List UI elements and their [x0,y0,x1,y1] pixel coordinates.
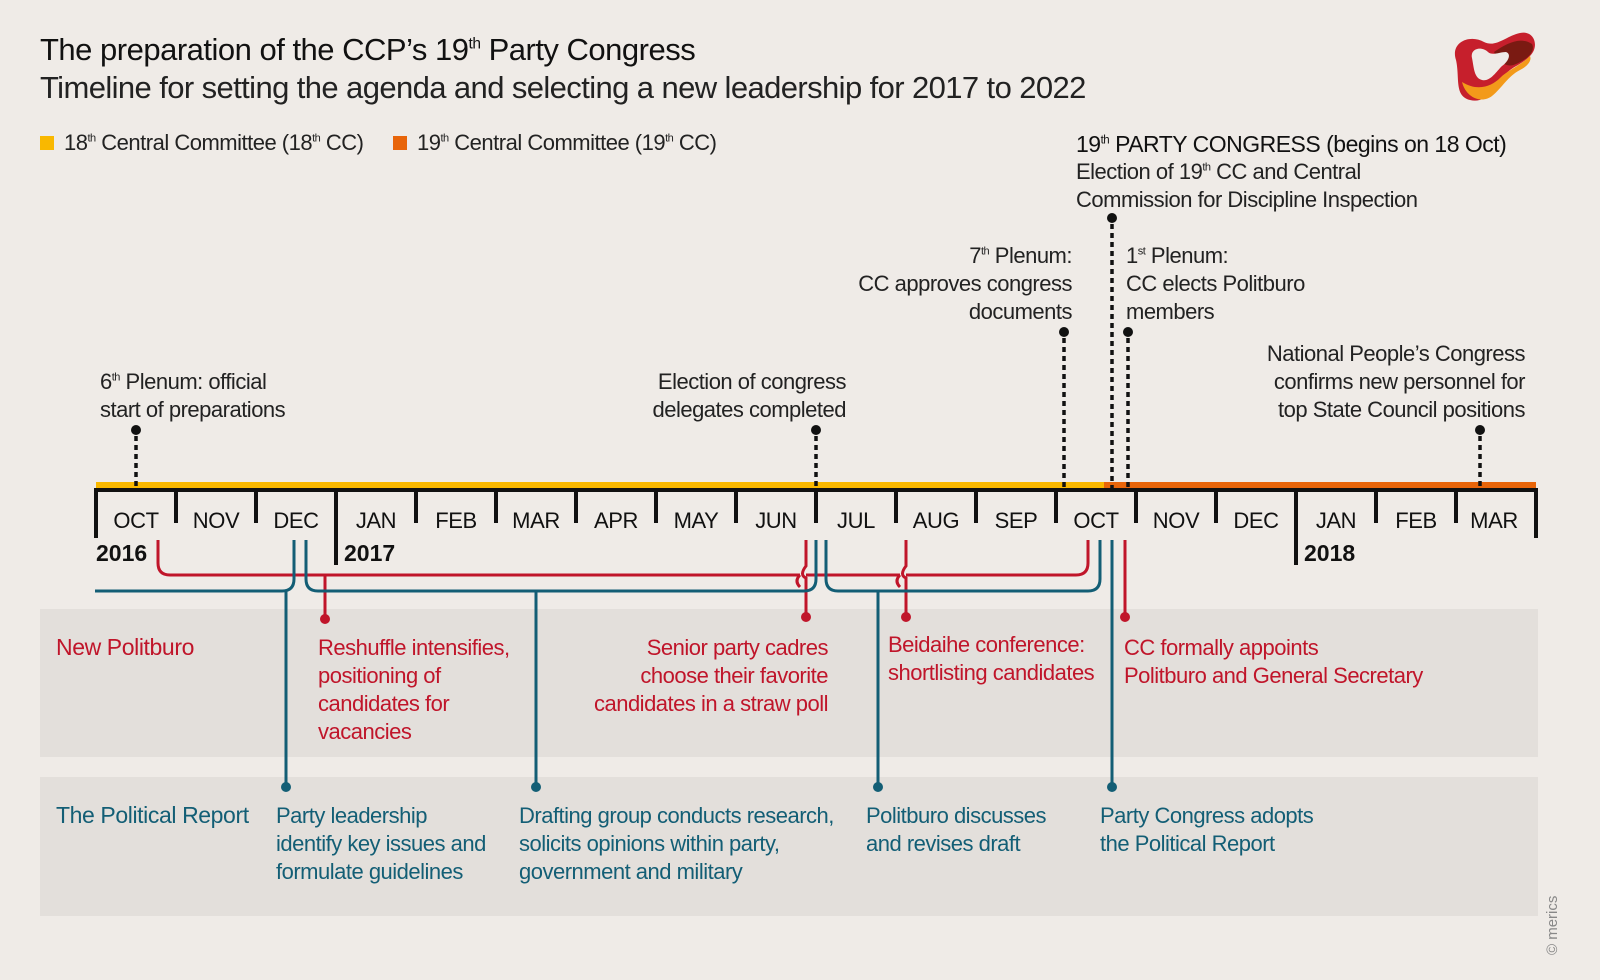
politburo-dots [320,612,1130,624]
politburo-connectors [156,540,1127,615]
annotation-party-congress: 19th PARTY CONGRESS (begins on 18 Oct) E… [1076,131,1507,212]
annotation-1st-plenum: 1st Plenum: CC elects Politburo members [1126,243,1305,324]
dot-straw-poll [801,612,811,622]
leader-dot-delegates [811,425,821,435]
event-beidaihe: Beidaihe conference: shortlisting candid… [888,632,1095,685]
leader-dot-plenum7 [1059,327,1069,337]
month-label: MAR [1470,508,1518,533]
month-label: DEC [1233,508,1279,533]
politburo-band [40,609,1538,757]
connector-oct-end [906,540,1090,577]
annotation-delegates-elected: Election of congress delegates completed [652,369,846,422]
event-drafting-group: Drafting group conducts research, solici… [519,803,834,884]
copyright-notice: © merics [1544,895,1561,955]
legend-item-18th-cc: 18th Central Committee (18th CC) [40,130,364,156]
annotation-7th-plenum: 7th Plenum: CC approves congress documen… [858,243,1072,324]
month-label: OCT [1073,508,1119,533]
event-reshuffle: Reshuffle intensifies, positioning of ca… [318,635,510,744]
year-label: 2016 [96,540,148,566]
month-label: FEB [435,508,477,533]
report-dots [281,782,1117,792]
page-subtitle: Timeline for setting the agenda and sele… [40,70,1086,105]
connector-oct-jun [156,540,800,577]
month-label: APR [593,508,639,533]
month-label: OCT [113,508,159,533]
connector-report-politburo [824,540,1102,593]
report-connectors [95,540,1114,783]
leader-dot-congress [1107,213,1117,223]
legend-swatch-18th-cc [40,136,54,150]
legend-label: 18th Central Committee (18th CC) [64,130,364,155]
leader-dot-npc [1475,425,1485,435]
event-politburo-discusses: Politburo discusses and revises draft [866,803,1047,856]
dot-cc-appoints [1120,612,1130,622]
month-label: SEP [994,508,1038,533]
event-straw-poll: Senior party cadres choose their favorit… [593,635,829,716]
month-label: NOV [1152,508,1200,533]
cc18-period-bar [96,482,1104,490]
month-label: MAY [673,508,719,533]
row-label-report: The Political Report [56,802,249,828]
connector-jun-straw [801,540,808,615]
event-cc-appoints: CC formally appoints Politburo and Gener… [1124,635,1423,688]
month-label: NOV [192,508,240,533]
month-label: DEC [273,508,319,533]
dot-congress-adopts [1107,782,1117,792]
event-congress-adopts: Party Congress adopts the Political Repo… [1100,803,1314,856]
dot-reshuffle [320,614,330,624]
year-label: 2018 [1304,540,1356,566]
connector-hop [795,573,802,589]
month-label: JAN [1315,508,1357,533]
dot-beidaihe [901,612,911,622]
cc19-period-bar [1104,482,1536,490]
legend-swatch-19th-cc [393,136,407,150]
legend-label: 19th Central Committee (19th CC) [417,130,717,155]
year-label: 2017 [344,540,396,566]
month-label: JUN [755,508,797,533]
connector-aug-beidaihe [901,540,908,615]
connector-report-drafting [304,540,818,593]
month-label: AUG [912,508,960,533]
connector-report-dec1 [95,540,296,593]
leader-dot-plenum6 [131,425,141,435]
merics-logo-icon [1454,32,1535,101]
month-label: JUL [837,508,875,533]
event-party-leadership: Party leadership identify key issues and… [276,803,486,884]
report-band [40,777,1538,916]
annotation-6th-plenum: 6th Plenum: official start of preparatio… [100,369,286,422]
dot-drafting [531,782,541,792]
annotation-npc: National People’s Congress confirms new … [1266,341,1526,422]
dot-politburo-discusses [873,782,883,792]
month-label: JAN [355,508,397,533]
month-label: MAR [512,508,560,533]
page-title: The preparation of the CCP’s 19th Party … [40,32,696,67]
dot-party-leadership [281,782,291,792]
legend-item-19th-cc: 19th Central Committee (19th CC) [393,130,717,156]
row-label-politburo: New Politburo [56,634,194,660]
month-label: FEB [1395,508,1437,533]
leader-dot-plenum1 [1123,327,1133,337]
